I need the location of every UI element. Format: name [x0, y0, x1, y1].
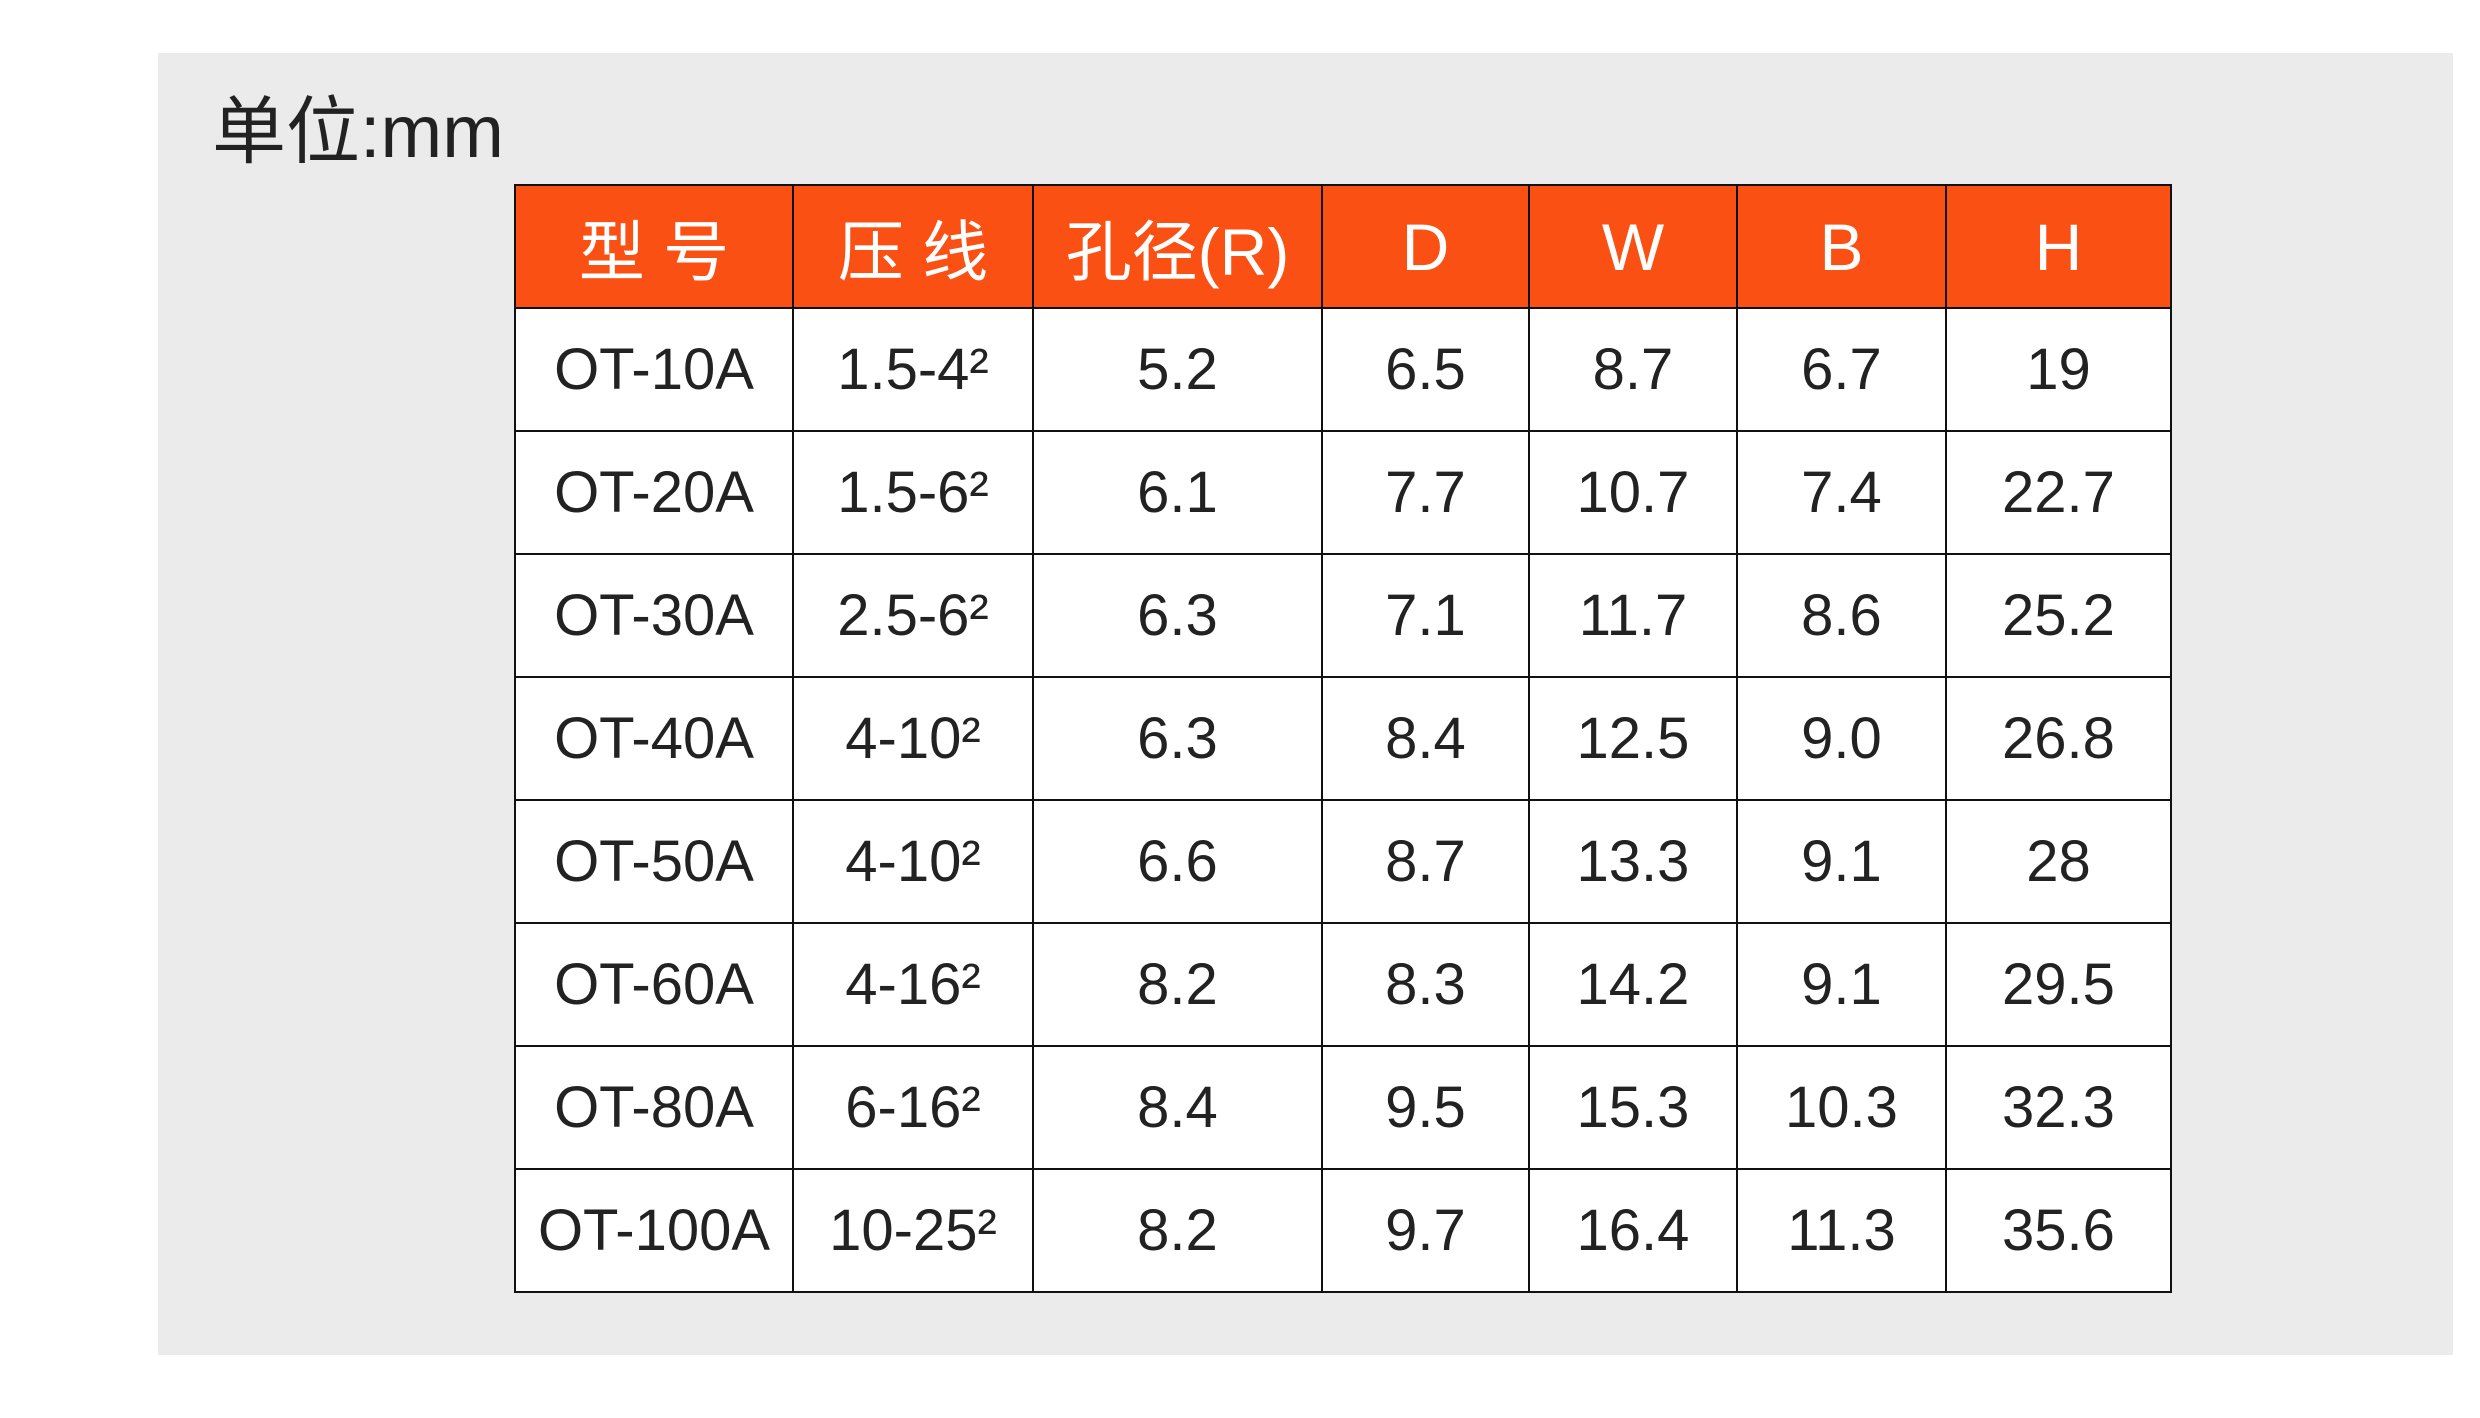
- table-cell: 6.3: [1032, 676, 1323, 801]
- table-cell: 13.3: [1528, 799, 1738, 924]
- table-cell: OT-10A: [514, 307, 794, 432]
- spec-table: 型 号压 线孔径(R) D W B H OT-10A 1.5-4² 5.2 6.5 8.7 6.7…: [514, 184, 2172, 1293]
- table-cell: 2.5-6²: [792, 553, 1034, 678]
- column-header: B: [1736, 184, 1947, 309]
- table-cell: OT-50A: [514, 799, 794, 924]
- table-cell: OT-40A: [514, 676, 794, 801]
- table-cell: 6-16²: [792, 1045, 1034, 1170]
- table-row: OT-40A 4-10² 6.3 8.4 12.5 9.0 26.8: [514, 676, 2172, 801]
- column-header: D: [1321, 184, 1530, 309]
- column-header: W: [1528, 184, 1738, 309]
- table-cell: 9.1: [1736, 922, 1947, 1047]
- table-cell: 10.3: [1736, 1045, 1947, 1170]
- table-cell: OT-100A: [514, 1168, 794, 1293]
- table-cell: 26.8: [1945, 676, 2172, 801]
- table-cell: 8.7: [1321, 799, 1530, 924]
- table-cell: 6.6: [1032, 799, 1323, 924]
- table-cell: 11.7: [1528, 553, 1738, 678]
- table-cell: 7.4: [1736, 430, 1947, 555]
- table-row: OT-20A 1.5-6² 6.1 7.7 10.7 7.4 22.7: [514, 430, 2172, 555]
- table-cell: 6.1: [1032, 430, 1323, 555]
- table-row: OT-10A 1.5-4² 5.2 6.5 8.7 6.7 19: [514, 307, 2172, 432]
- table-cell: 6.3: [1032, 553, 1323, 678]
- table-row: OT-30A 2.5-6² 6.3 7.1 11.7 8.6 25.2: [514, 553, 2172, 678]
- table-cell: 8.7: [1528, 307, 1738, 432]
- table-cell: 8.4: [1321, 676, 1530, 801]
- table-cell: 10.7: [1528, 430, 1738, 555]
- table-cell: 4-16²: [792, 922, 1034, 1047]
- table-cell: 9.1: [1736, 799, 1947, 924]
- table-cell: 32.3: [1945, 1045, 2172, 1170]
- table-row: OT-60A 4-16² 8.2 8.3 14.2 9.1 29.5: [514, 922, 2172, 1047]
- table-cell: 4-10²: [792, 799, 1034, 924]
- table-cell: 9.7: [1321, 1168, 1530, 1293]
- table-cell: OT-80A: [514, 1045, 794, 1170]
- column-header: 压 线: [792, 184, 1034, 309]
- table-cell: OT-30A: [514, 553, 794, 678]
- table-cell: 6.5: [1321, 307, 1530, 432]
- header-row: 型 号压 线孔径(R) D W B H: [514, 184, 2172, 309]
- table-cell: 10-25²: [792, 1168, 1034, 1293]
- table-cell: 8.4: [1032, 1045, 1323, 1170]
- table-cell: 4-10²: [792, 676, 1034, 801]
- table-cell: 9.0: [1736, 676, 1947, 801]
- column-header: 型 号: [514, 184, 794, 309]
- table-cell: 9.5: [1321, 1045, 1530, 1170]
- column-header: H: [1945, 184, 2172, 309]
- table-cell: 12.5: [1528, 676, 1738, 801]
- table-body: OT-10A 1.5-4² 5.2 6.5 8.7 6.7 19 OT-20A 1.5-6² 6.…: [514, 307, 2172, 1293]
- table-cell: 8.3: [1321, 922, 1530, 1047]
- table-cell: 6.7: [1736, 307, 1947, 432]
- table-cell: 19: [1945, 307, 2172, 432]
- table-cell: OT-20A: [514, 430, 794, 555]
- table-row: OT-50A 4-10² 6.6 8.7 13.3 9.1 28: [514, 799, 2172, 924]
- table-cell: 25.2: [1945, 553, 2172, 678]
- table-cell: 15.3: [1528, 1045, 1738, 1170]
- table-cell: 29.5: [1945, 922, 2172, 1047]
- unit-title: 单位:mm: [212, 90, 504, 173]
- table-cell: 16.4: [1528, 1168, 1738, 1293]
- table-cell: 14.2: [1528, 922, 1738, 1047]
- table-cell: 11.3: [1736, 1168, 1947, 1293]
- table-cell: OT-60A: [514, 922, 794, 1047]
- table-cell: 35.6: [1945, 1168, 2172, 1293]
- table-row: OT-100A 10-25² 8.2 9.7 16.4 11.3 35.6: [514, 1168, 2172, 1293]
- table-cell: 5.2: [1032, 307, 1323, 432]
- column-header: 孔径(R): [1032, 184, 1323, 309]
- table-cell: 22.7: [1945, 430, 2172, 555]
- table-cell: 8.6: [1736, 553, 1947, 678]
- table-cell: 1.5-4²: [792, 307, 1034, 432]
- table-cell: 8.2: [1032, 922, 1323, 1047]
- table-cell: 8.2: [1032, 1168, 1323, 1293]
- table-cell: 7.7: [1321, 430, 1530, 555]
- table-cell: 7.1: [1321, 553, 1530, 678]
- table-cell: 28: [1945, 799, 2172, 924]
- table-row: OT-80A 6-16² 8.4 9.5 15.3 10.3 32.3: [514, 1045, 2172, 1170]
- table-cell: 1.5-6²: [792, 430, 1034, 555]
